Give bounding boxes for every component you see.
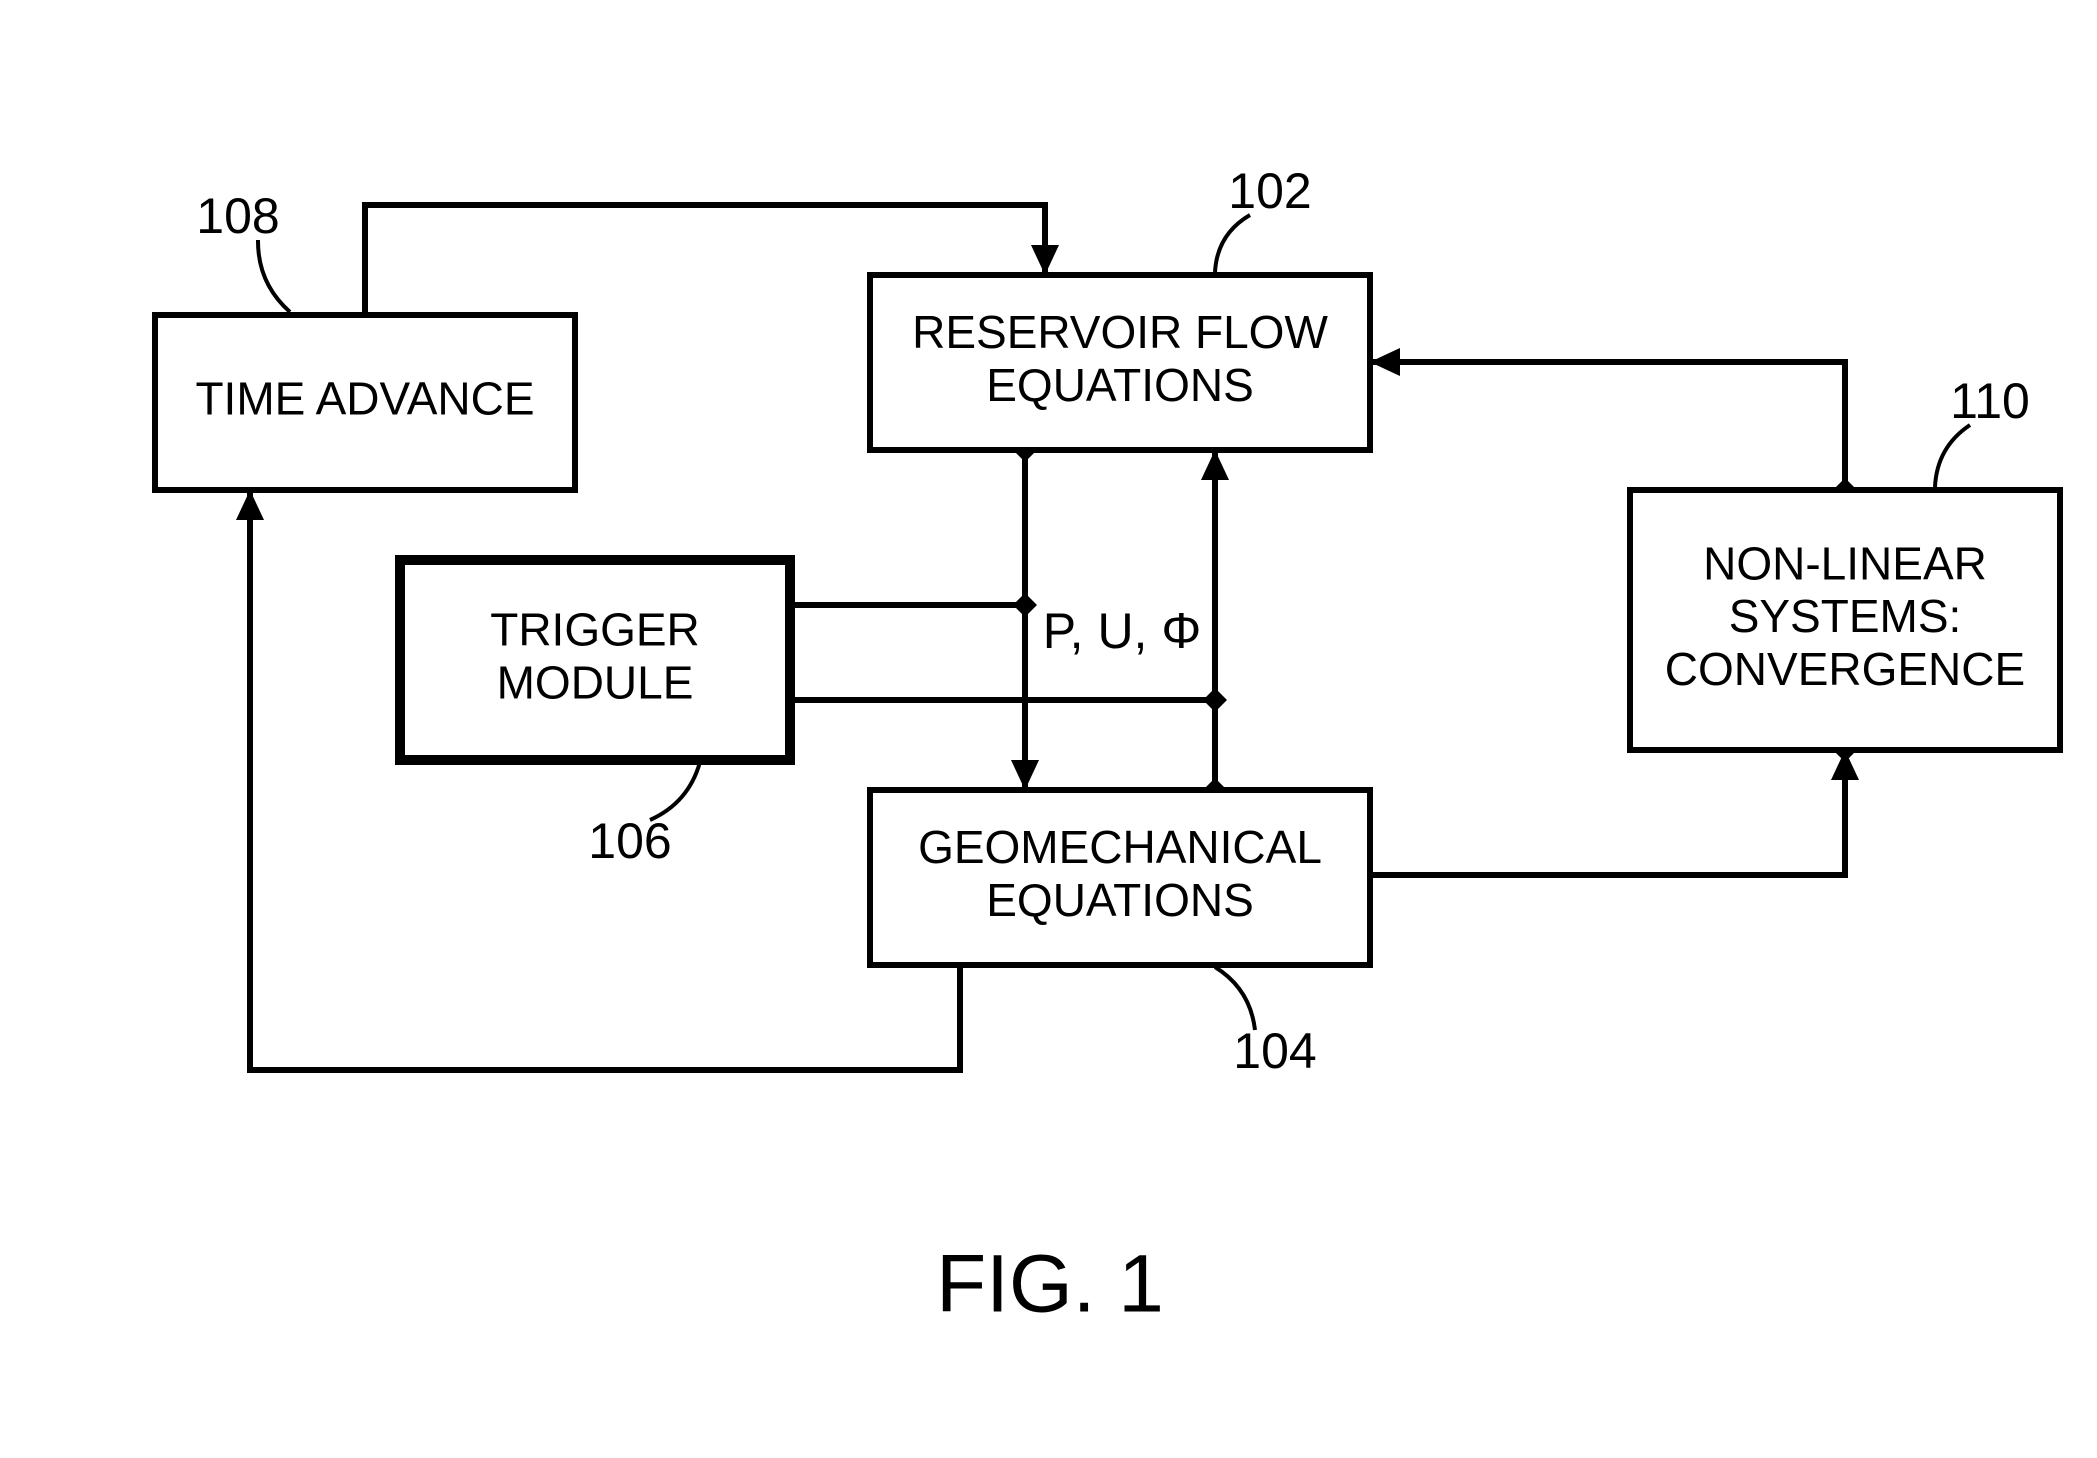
geo-label: GEOMECHANICAL xyxy=(918,821,1322,873)
reservoir-ref: 102 xyxy=(1228,163,1311,219)
trigger-label: MODULE xyxy=(497,657,694,709)
nonlinear-ref: 110 xyxy=(1950,373,2030,429)
nonlinear-label: NON-LINEAR xyxy=(1703,537,1987,589)
geo-ref: 104 xyxy=(1233,1023,1316,1079)
trigger-ref: 106 xyxy=(588,813,671,869)
nonlinear-label: SYSTEMS: xyxy=(1729,590,1962,642)
geo-label: EQUATIONS xyxy=(986,874,1254,926)
time_advance-ref: 108 xyxy=(196,188,279,244)
figure-caption: FIG. 1 xyxy=(936,1239,1164,1330)
coupling-vars-label: P, U, Φ xyxy=(1043,603,1201,659)
reservoir-label: EQUATIONS xyxy=(986,359,1254,411)
reservoir-label: RESERVOIR FLOW xyxy=(912,306,1328,358)
trigger-label: TRIGGER xyxy=(490,604,700,656)
time_advance-label: TIME ADVANCE xyxy=(195,373,534,425)
nonlinear-label: CONVERGENCE xyxy=(1665,643,2025,695)
